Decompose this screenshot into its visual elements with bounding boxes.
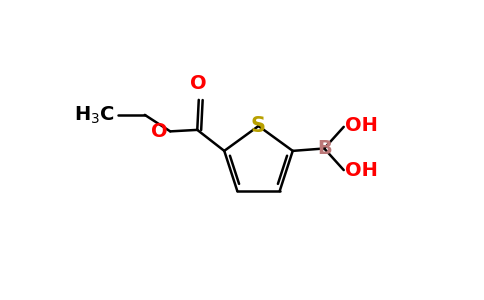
Text: O: O [190,74,207,93]
Text: OH: OH [345,161,378,181]
Text: B: B [317,139,332,158]
Text: O: O [151,122,168,141]
Text: S: S [251,116,266,136]
Text: OH: OH [345,116,378,136]
Text: H$_3$C: H$_3$C [75,104,115,125]
